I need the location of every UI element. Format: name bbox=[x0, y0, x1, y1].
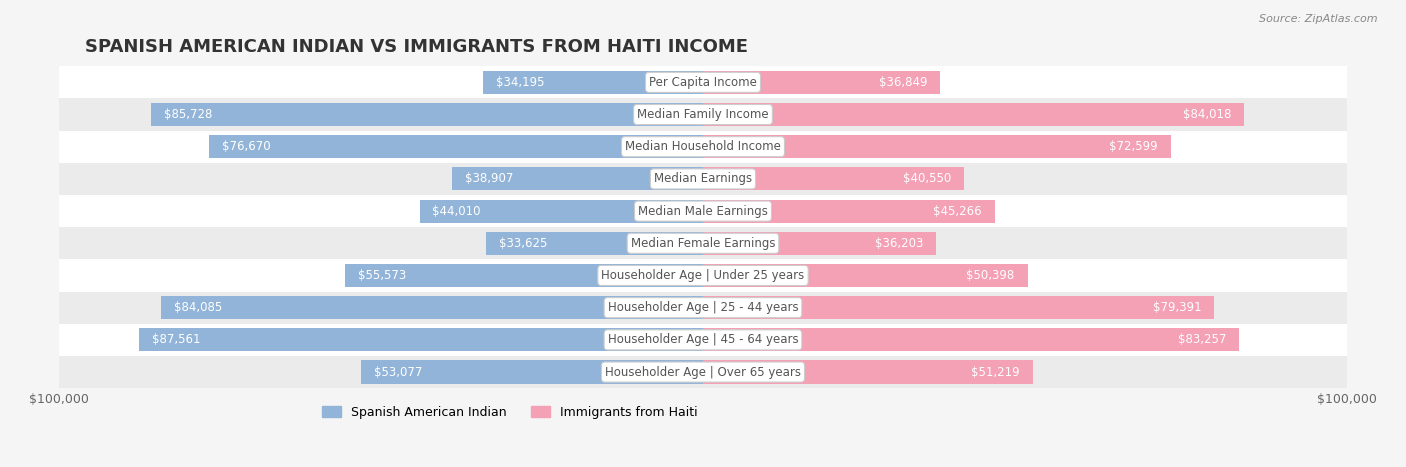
Bar bbox=[59, 291, 1347, 324]
Text: $76,670: $76,670 bbox=[222, 140, 271, 153]
Bar bbox=[59, 131, 1347, 163]
Text: $36,203: $36,203 bbox=[875, 237, 924, 250]
Text: $79,391: $79,391 bbox=[1153, 301, 1201, 314]
Text: Per Capita Income: Per Capita Income bbox=[650, 76, 756, 89]
Text: $85,728: $85,728 bbox=[163, 108, 212, 121]
Bar bbox=[209, 135, 703, 158]
Bar bbox=[703, 103, 1244, 126]
Bar bbox=[59, 324, 1347, 356]
Text: Householder Age | 45 - 64 years: Householder Age | 45 - 64 years bbox=[607, 333, 799, 347]
Text: $33,625: $33,625 bbox=[499, 237, 548, 250]
Text: $72,599: $72,599 bbox=[1109, 140, 1157, 153]
Bar bbox=[150, 103, 703, 126]
Bar bbox=[59, 99, 1347, 131]
Bar bbox=[59, 163, 1347, 195]
Text: $84,018: $84,018 bbox=[1182, 108, 1232, 121]
Text: $83,257: $83,257 bbox=[1178, 333, 1226, 347]
Bar bbox=[453, 167, 703, 191]
Bar bbox=[703, 135, 1171, 158]
Bar bbox=[703, 296, 1215, 319]
Bar bbox=[703, 167, 965, 191]
Bar bbox=[482, 71, 703, 94]
Legend: Spanish American Indian, Immigrants from Haiti: Spanish American Indian, Immigrants from… bbox=[316, 401, 703, 424]
Text: Householder Age | 25 - 44 years: Householder Age | 25 - 44 years bbox=[607, 301, 799, 314]
Text: $44,010: $44,010 bbox=[433, 205, 481, 218]
Bar bbox=[486, 232, 703, 255]
Bar bbox=[344, 264, 703, 287]
Text: $55,573: $55,573 bbox=[359, 269, 406, 282]
Bar bbox=[703, 71, 941, 94]
Bar bbox=[59, 259, 1347, 291]
Text: $34,195: $34,195 bbox=[496, 76, 544, 89]
Text: $45,266: $45,266 bbox=[934, 205, 981, 218]
Bar bbox=[139, 328, 703, 352]
Text: Householder Age | Under 25 years: Householder Age | Under 25 years bbox=[602, 269, 804, 282]
Text: $38,907: $38,907 bbox=[465, 172, 513, 185]
Text: Householder Age | Over 65 years: Householder Age | Over 65 years bbox=[605, 366, 801, 379]
Text: $84,085: $84,085 bbox=[174, 301, 222, 314]
Bar bbox=[59, 227, 1347, 259]
Text: Median Household Income: Median Household Income bbox=[626, 140, 780, 153]
Text: $36,849: $36,849 bbox=[879, 76, 928, 89]
Text: $50,398: $50,398 bbox=[966, 269, 1015, 282]
Text: Median Male Earnings: Median Male Earnings bbox=[638, 205, 768, 218]
Text: Median Earnings: Median Earnings bbox=[654, 172, 752, 185]
Bar bbox=[361, 361, 703, 384]
Text: $40,550: $40,550 bbox=[903, 172, 952, 185]
Text: $51,219: $51,219 bbox=[972, 366, 1019, 379]
Bar bbox=[59, 356, 1347, 388]
Bar bbox=[703, 199, 994, 223]
Bar bbox=[59, 66, 1347, 99]
Bar bbox=[703, 264, 1028, 287]
Text: Source: ZipAtlas.com: Source: ZipAtlas.com bbox=[1260, 14, 1378, 24]
Bar bbox=[59, 195, 1347, 227]
Text: $87,561: $87,561 bbox=[152, 333, 201, 347]
Bar bbox=[162, 296, 703, 319]
Text: SPANISH AMERICAN INDIAN VS IMMIGRANTS FROM HAITI INCOME: SPANISH AMERICAN INDIAN VS IMMIGRANTS FR… bbox=[84, 38, 748, 57]
Bar bbox=[703, 328, 1239, 352]
Bar bbox=[703, 361, 1033, 384]
Bar bbox=[419, 199, 703, 223]
Text: Median Female Earnings: Median Female Earnings bbox=[631, 237, 775, 250]
Text: $53,077: $53,077 bbox=[374, 366, 422, 379]
Bar bbox=[703, 232, 936, 255]
Text: Median Family Income: Median Family Income bbox=[637, 108, 769, 121]
